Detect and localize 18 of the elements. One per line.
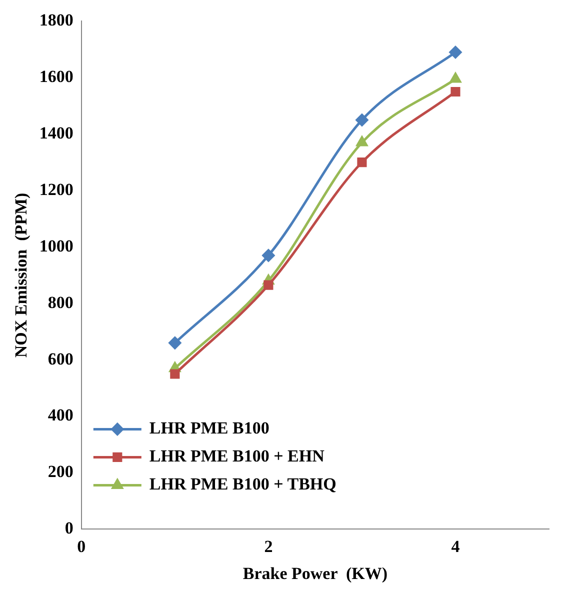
y-tick-label: 200: [48, 462, 74, 482]
y-tick-label: 1800: [39, 10, 74, 30]
x-tick-label: 0: [77, 536, 86, 556]
y-tick-label: 1200: [39, 180, 74, 199]
legend-label: LHR PME B100: [149, 418, 270, 438]
y-tick-label: 400: [48, 406, 74, 425]
y-tick-label: 1400: [39, 123, 74, 142]
y-tick-label: 0: [64, 518, 74, 538]
x-tick-label: 2: [264, 536, 273, 556]
x-axis-title: Brake Power (KW): [242, 564, 388, 584]
y-tick-label: 1600: [39, 67, 74, 86]
y-tick-label: 800: [48, 292, 74, 312]
x-tick-label: 4: [451, 536, 460, 556]
y-axis-title: NOX Emission (PPM): [12, 192, 31, 358]
legend-label: LHR PME B100 + EHN: [149, 446, 326, 466]
y-tick-label: 1000: [39, 236, 74, 256]
y-tick-label: 600: [48, 349, 74, 368]
legend-label: LHR PME B100 + TBHQ: [149, 474, 336, 494]
